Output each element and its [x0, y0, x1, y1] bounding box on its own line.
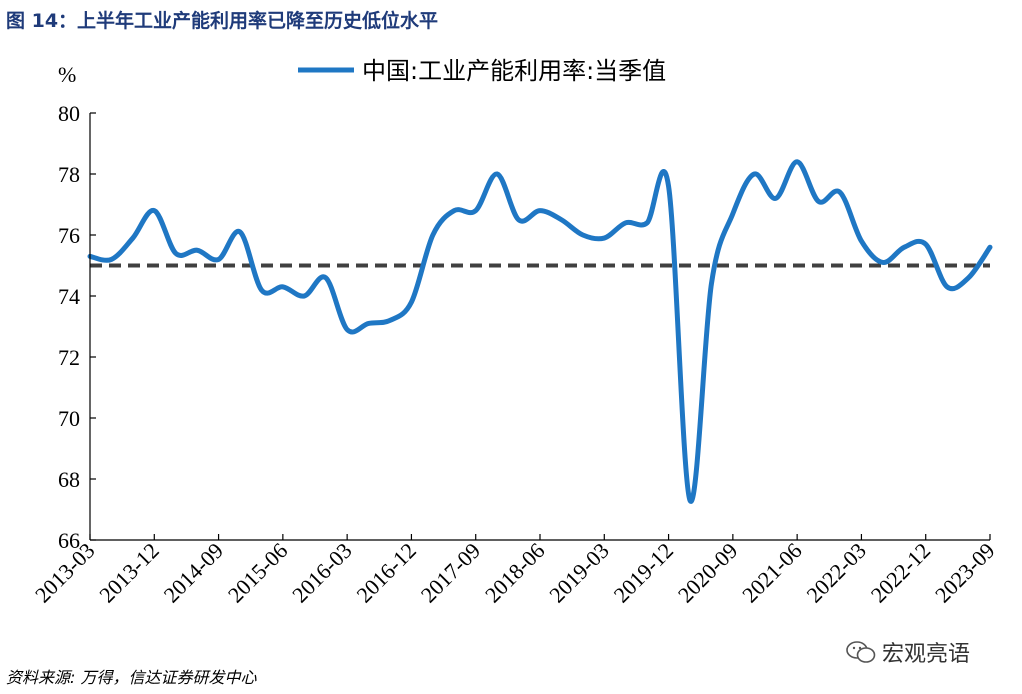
source-note: 资料来源: 万得，信达证券研发中心	[6, 664, 256, 688]
wechat-icon	[846, 640, 876, 664]
y-tick-label: 70	[58, 406, 80, 431]
legend-label: 中国:工业产能利用率:当季值	[362, 57, 666, 85]
x-tick-label: 2016-03	[287, 538, 357, 608]
x-tick-label: 2021-06	[737, 538, 807, 608]
x-tick-label: 2015-06	[223, 538, 293, 608]
watermark-text: 宏观亮语	[882, 636, 970, 668]
x-tick-label: 2020-09	[673, 538, 743, 608]
axes-frame	[90, 113, 990, 540]
y-tick-label: 76	[58, 223, 80, 248]
x-tick-label: 2014-09	[159, 538, 229, 608]
y-tick-label: 72	[58, 345, 80, 370]
x-tick-label: 2018-06	[480, 538, 550, 608]
y-tick-label: 80	[58, 101, 80, 126]
x-tick-label: 2019-12	[609, 538, 679, 608]
x-tick-label: 2023-09	[930, 538, 1000, 608]
x-tick-label: 2016-12	[351, 538, 421, 608]
x-axis: 2013-032013-122014-092015-062016-032016-…	[30, 534, 1000, 607]
legend: 中国:工业产能利用率:当季值	[298, 57, 666, 85]
y-axis-label: %	[58, 62, 76, 87]
series-line	[90, 162, 990, 502]
y-tick-label: 68	[58, 467, 80, 492]
y-tick-label: 78	[58, 162, 80, 187]
x-tick-label: 2022-03	[801, 538, 871, 608]
y-tick-label: 74	[58, 284, 80, 309]
x-tick-label: 2013-12	[94, 538, 164, 608]
x-tick-label: 2017-09	[416, 538, 486, 608]
x-tick-label: 2022-12	[866, 538, 936, 608]
x-tick-label: 2019-03	[544, 538, 614, 608]
watermark: 宏观亮语	[846, 636, 970, 668]
